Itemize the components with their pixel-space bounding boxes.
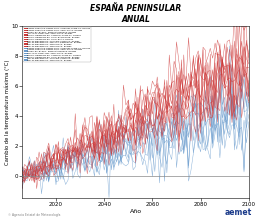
X-axis label: Año: Año xyxy=(129,209,142,214)
Y-axis label: Cambio de la temperatura máxima (°C): Cambio de la temperatura máxima (°C) xyxy=(4,59,10,165)
Legend: CNRM-CERFACS-CNRM-CM5, CLMcom-CLMa-v1, RCMes, CNRM-CERFACS-CNRM-CM5, SMHI-RCA4, : CNRM-CERFACS-CNRM-CM5, CLMcom-CLMa-v1, R… xyxy=(23,27,91,62)
Title: ESPAÑA PENINSULAR
ANUAL: ESPAÑA PENINSULAR ANUAL xyxy=(90,4,181,24)
Text: © Agencia Estatal de Meteorología: © Agencia Estatal de Meteorología xyxy=(8,213,60,217)
Text: aemet: aemet xyxy=(225,208,252,217)
